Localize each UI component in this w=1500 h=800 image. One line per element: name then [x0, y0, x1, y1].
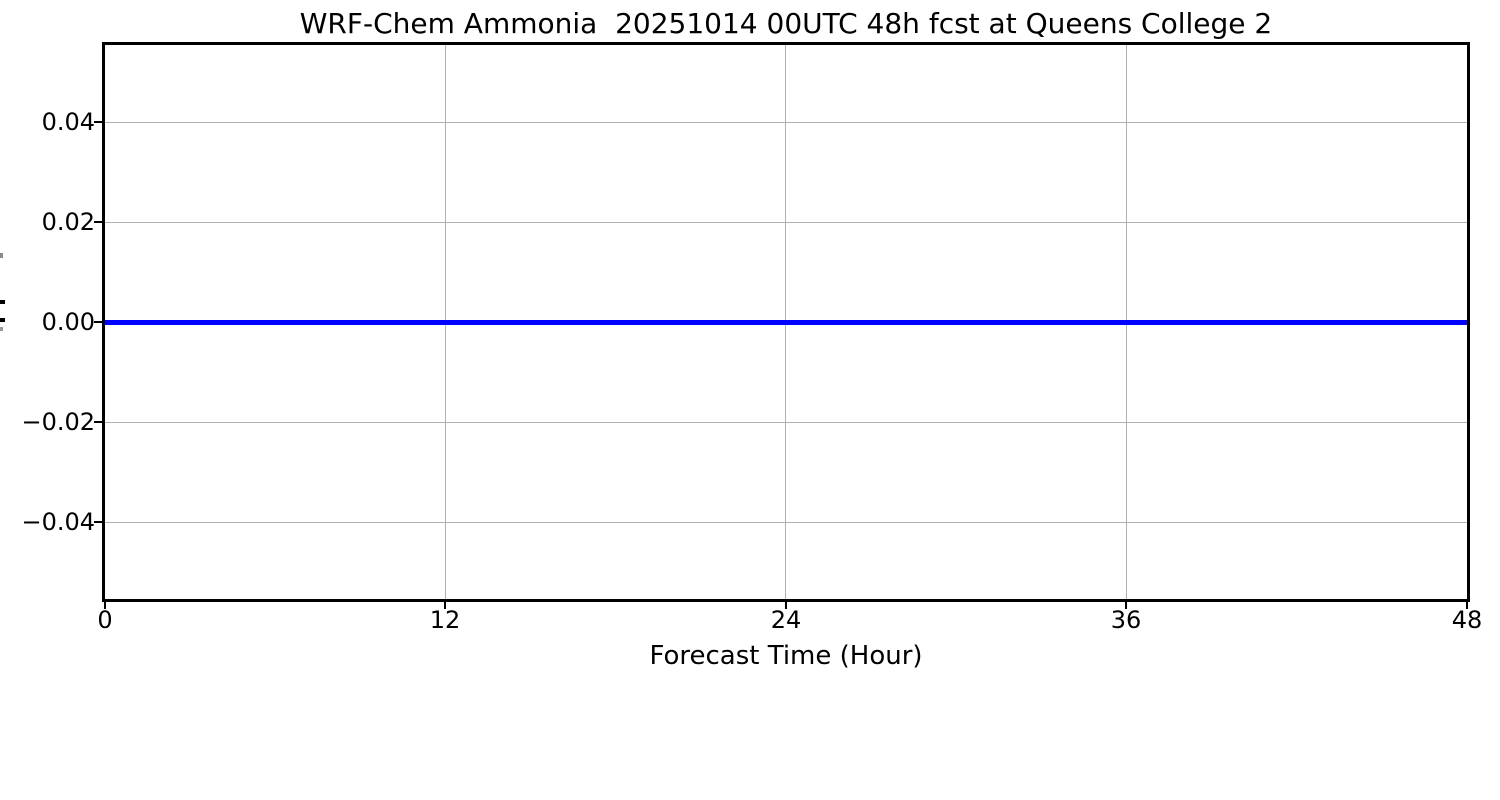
gridline-y-0.04	[105, 522, 1467, 523]
xtick-label-24: 24	[770, 606, 802, 634]
chart-title: WRF-Chem Ammonia 20251014 00UTC 48h fcst…	[299, 7, 1273, 40]
ytick-label-0.00: 0.00	[41, 308, 95, 336]
y-axis-label-clipped-fragment	[0, 327, 3, 331]
ytick-label-0.02: 0.02	[41, 208, 95, 236]
x-axis-label: Forecast Time (Hour)	[649, 641, 923, 671]
ytick-mark-0.00	[94, 321, 103, 323]
series-line-ammonia-forecast	[105, 320, 1467, 325]
xtick-mark-0	[104, 601, 106, 609]
xtick-label-0: 0	[97, 606, 113, 634]
y-axis-label-clipped-fragment	[0, 300, 5, 304]
xtick-mark-48	[1466, 601, 1468, 609]
xtick-mark-24	[785, 601, 787, 609]
xtick-label-48: 48	[1451, 606, 1483, 634]
ytick-mark--0.04	[94, 521, 103, 523]
ytick-label-0.04: 0.04	[41, 108, 95, 136]
ytick-label--0.04: −0.04	[21, 508, 95, 536]
xtick-label-36: 36	[1110, 606, 1142, 634]
gridline-y0.02	[105, 222, 1467, 223]
y-axis-label-clipped-fragment	[0, 318, 5, 322]
gridline-y0.04	[105, 122, 1467, 123]
ytick-mark--0.02	[94, 421, 103, 423]
ytick-label--0.02: −0.02	[21, 408, 95, 436]
xtick-label-12: 12	[429, 606, 461, 634]
xtick-mark-36	[1125, 601, 1127, 609]
xtick-mark-12	[444, 601, 446, 609]
ytick-mark-0.02	[94, 221, 103, 223]
gridline-y-0.02	[105, 422, 1467, 423]
ytick-mark-0.04	[94, 121, 103, 123]
plot-area	[102, 42, 1470, 602]
y-axis-label-clipped-fragment	[0, 253, 3, 258]
